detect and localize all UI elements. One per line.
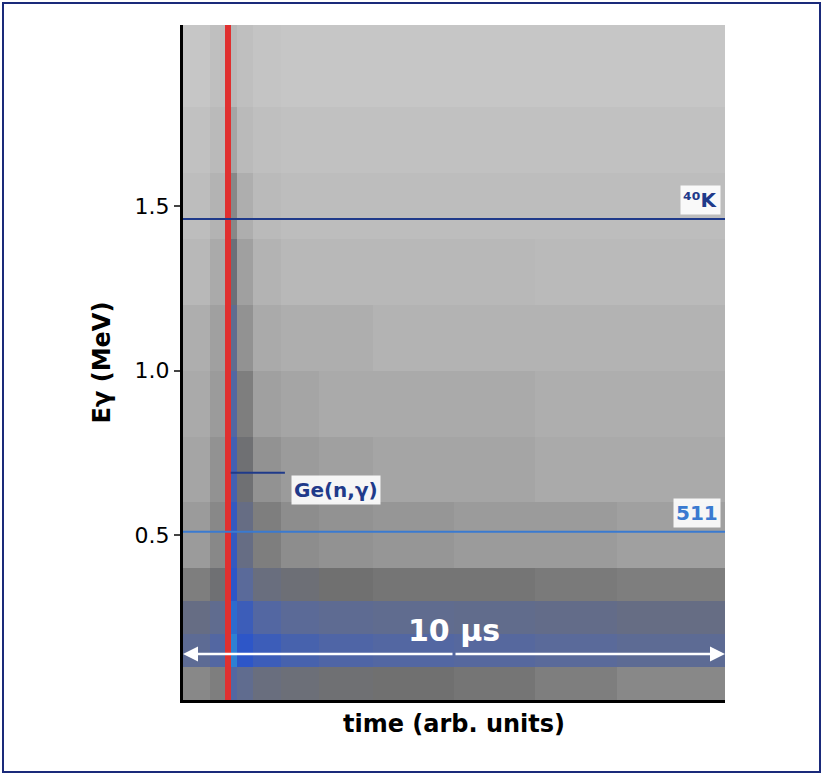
svg-text:511: 511 <box>676 501 718 525</box>
svg-text:1.0: 1.0 <box>135 358 170 383</box>
svg-text:10 μs: 10 μs <box>408 613 500 648</box>
svg-text:0.5: 0.5 <box>135 523 170 548</box>
svg-text:Eγ (MeV): Eγ (MeV) <box>88 302 116 424</box>
svg-text:time (arb. units): time (arb. units) <box>343 710 565 738</box>
svg-text:Ge(n,γ): Ge(n,γ) <box>294 478 378 502</box>
svg-text:1.5: 1.5 <box>135 194 170 219</box>
svg-text:⁴⁰K: ⁴⁰K <box>683 188 718 212</box>
